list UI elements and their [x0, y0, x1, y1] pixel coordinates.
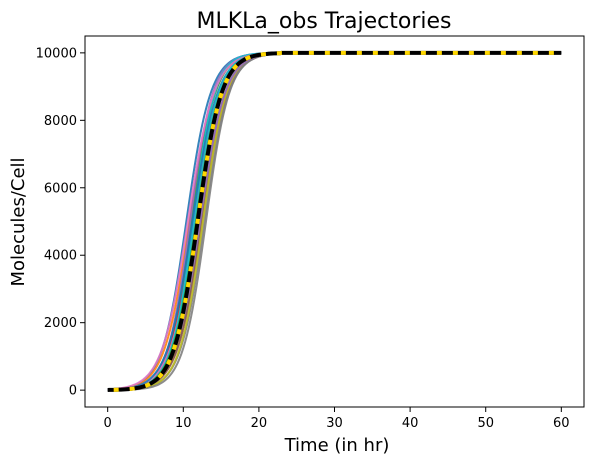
axes-frame [84, 35, 585, 408]
x-tick-label: 50 [477, 416, 494, 431]
y-tick-label: 2000 [44, 316, 77, 331]
y-tick-label: 8000 [44, 114, 77, 129]
x-tick-label: 0 [104, 416, 112, 431]
y-tick-label: 4000 [44, 249, 77, 264]
mean-trajectory-line [107, 50, 562, 392]
y-axis-label: Molecules/Cell [8, 157, 29, 286]
y-tick-label: 6000 [44, 181, 77, 196]
x-tick-label: 60 [553, 416, 570, 431]
chart-title: MLKLa_obs Trajectories [197, 9, 452, 34]
y-tick-label: 0 [69, 384, 77, 399]
x-tick-label: 30 [326, 416, 343, 431]
y-tick-label: 10000 [36, 46, 77, 61]
x-tick-label: 20 [251, 416, 268, 431]
y-axis-ticks: 0 2000 4000 6000 8000 10000 [36, 46, 85, 399]
x-axis-ticks: 0 10 20 30 40 50 60 [104, 407, 570, 431]
mean-trajectory-dash-overlay [107, 50, 562, 392]
x-axis-label: Time (in hr) [284, 435, 390, 456]
x-tick-label: 10 [175, 416, 192, 431]
plot-area [107, 50, 562, 392]
x-tick-label: 40 [402, 416, 419, 431]
